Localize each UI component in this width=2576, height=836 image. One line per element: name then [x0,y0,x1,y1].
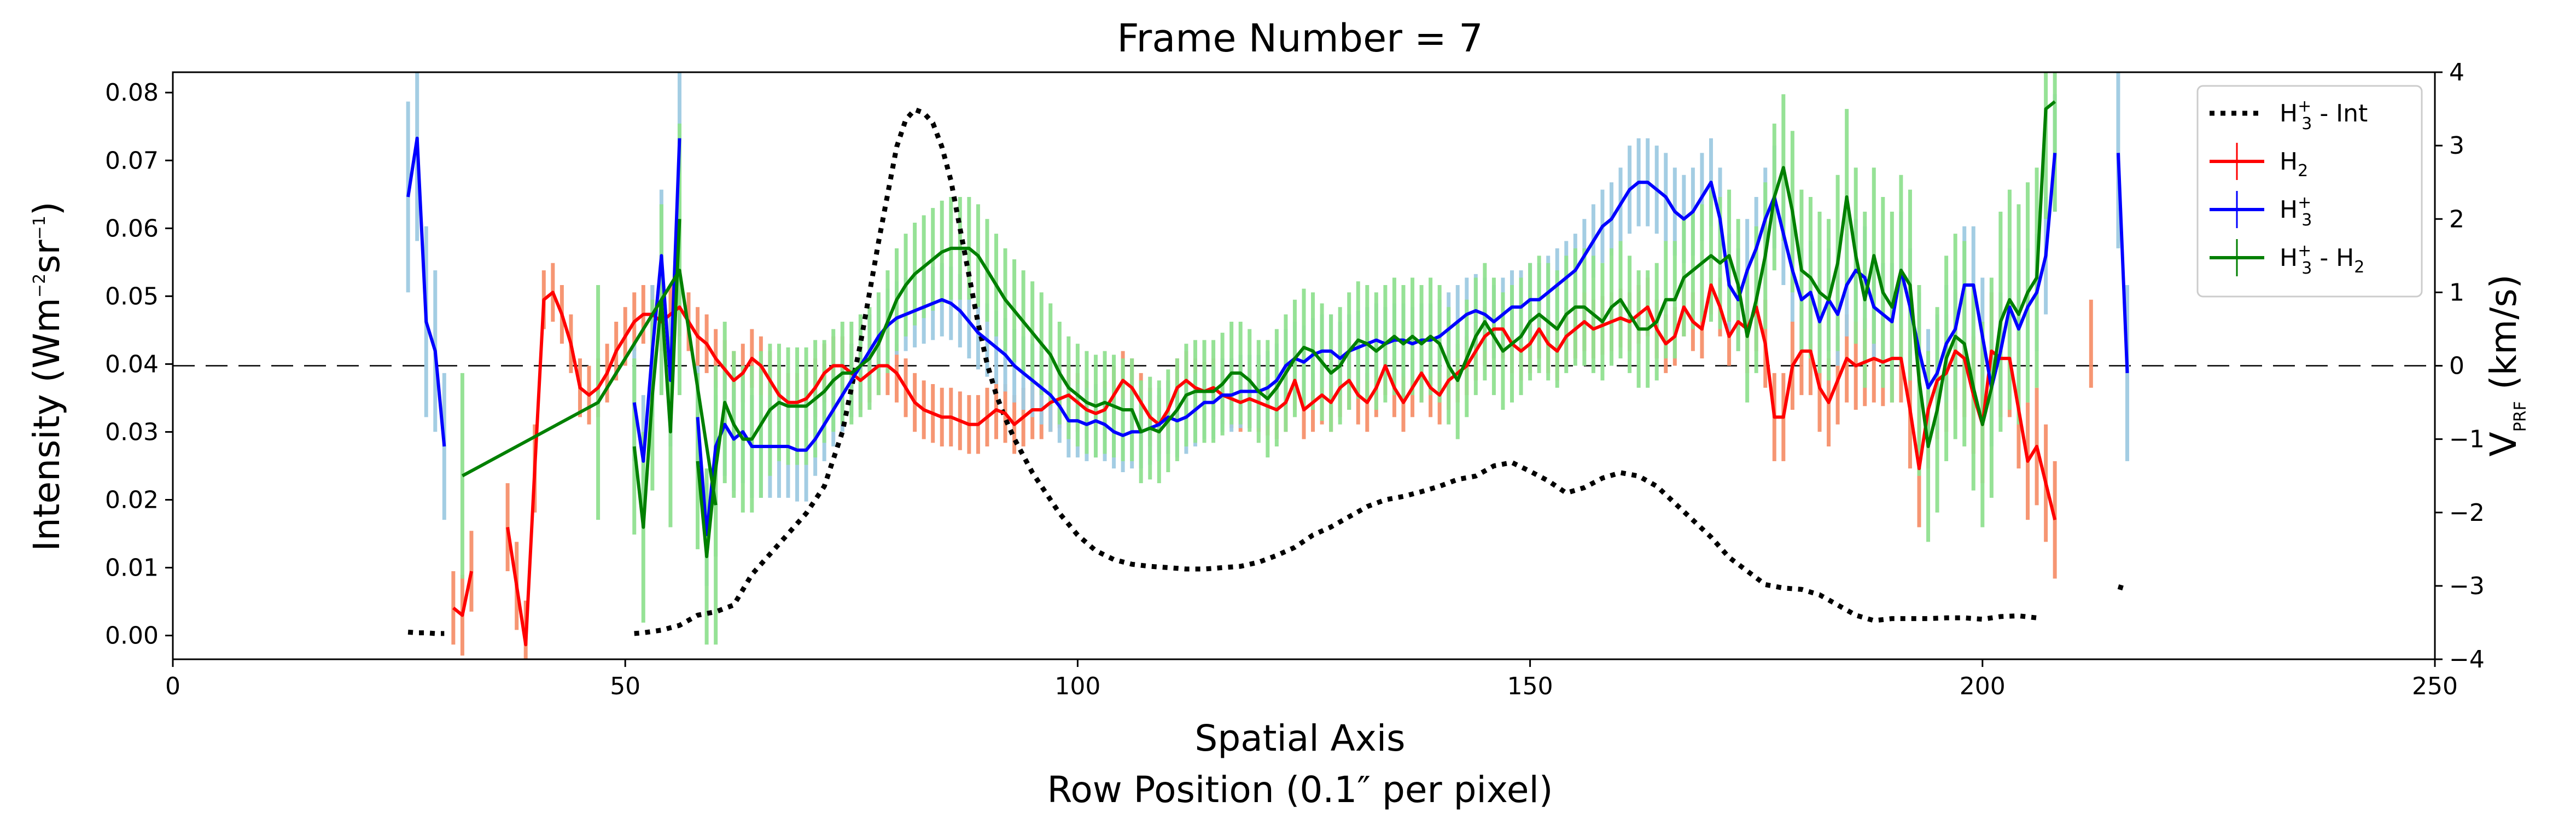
x-tick-label-0: 0 [165,672,180,700]
y-right-tick-label-5: 1 [2449,278,2464,306]
chart-title: Frame Number = 7 [1117,16,1483,61]
legend-label-1: H2 [2280,148,2308,181]
legend-label-0: H+ 3 - Int [2280,97,2368,133]
y-left-tick-label-3: 0.03 [105,418,159,446]
y-left-tick-label-7: 0.07 [105,147,159,175]
x-tick-label-3: 150 [1507,672,1553,700]
y-left-tick-label-8: 0.08 [105,79,159,107]
y-axis-label-left: Intensity (Wm−2sr−1) [26,201,68,551]
series-line-3-1 [696,100,2056,559]
lines-layer [406,100,2129,647]
series-line-3-0 [632,219,681,529]
y-axis-label-right: VPRF (km/s) [2482,275,2530,457]
x-axis-label-line1: Spatial Axis [1194,717,1405,759]
series-line-0-1 [634,107,2037,636]
y-right-tick-label-6: 2 [2449,205,2464,233]
series-line-0-2 [2117,584,2128,592]
y-left-tick-label-2: 0.02 [105,486,159,514]
legend-label-2: H+ 3 [2280,193,2312,230]
y-left-tick-label-4: 0.04 [105,350,159,378]
legend: H+ 3 - Int H2 H+ 3 H+ 3 - H2 [2196,85,2423,298]
series-line-1-1 [506,283,2057,647]
series-line-0-0 [407,629,445,636]
y-right-tick-label-1: −3 [2449,572,2485,600]
series-line-1-0 [452,571,473,617]
y-right-tick-label-8: 4 [2449,59,2464,86]
legend-box [2196,85,2423,298]
y-left-tick-label-0: 0.00 [105,622,159,650]
series-line-3-2 [461,269,718,506]
y-left-tick-label-5: 0.05 [105,282,159,310]
y-right-tick-label-7: 3 [2449,132,2464,160]
y-left-tick-label-1: 0.01 [105,554,159,582]
y-left-tick-label-6: 0.06 [105,214,159,242]
x-tick-label-4: 200 [1960,672,2006,700]
errorbars-layer [173,72,2435,659]
axes-layer: 0 50 100 150 200 250 0.00 0.01 0.02 0.03 0.04 0.05 0… [105,59,2485,700]
series-line-2-1 [632,138,681,463]
x-axis-label-line2: Row Position (0.1″ per pixel) [1047,769,1553,811]
y-right-tick-label-4: 0 [2449,352,2464,380]
labels-layer: Frame Number = 7 Spatial Axis Row Positi… [26,16,2530,811]
x-tick-label-5: 250 [2412,672,2458,700]
series-line-2-3 [2117,153,2129,374]
series-line-2-0 [406,136,446,447]
x-tick-label-1: 50 [610,672,640,700]
y-right-tick-label-3: −1 [2449,426,2485,454]
y-right-tick-label-2: −2 [2449,499,2485,527]
y-right-tick-label-0: −4 [2449,646,2485,674]
legend-label-3: H+ 3 - H2 [2280,241,2364,278]
x-tick-label-2: 100 [1054,672,1100,700]
